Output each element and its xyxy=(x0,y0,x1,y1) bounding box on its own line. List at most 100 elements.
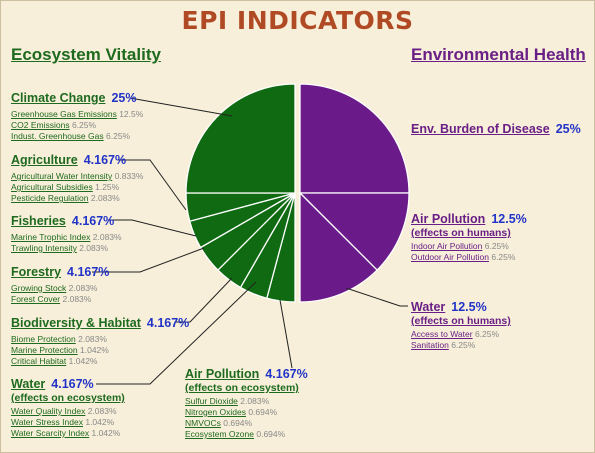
category-weight: 4.167% xyxy=(71,214,115,228)
indicator-link[interactable]: Marine Trophic Index xyxy=(11,232,91,242)
leader-line-forestry xyxy=(92,247,205,273)
indicator-link[interactable]: Water Stress Index xyxy=(11,417,83,427)
category-water-ecosystem: Water 4.167% (effects on ecosystem) Water… xyxy=(11,377,125,439)
category-weight: 4.167% xyxy=(83,153,127,167)
category-weight: 4.167% xyxy=(67,265,110,279)
category-name[interactable]: Env. Burden of Disease xyxy=(411,122,550,136)
indicator-weight: 6.25% xyxy=(106,131,131,141)
category-name[interactable]: Air Pollution xyxy=(411,212,486,226)
indicator-link[interactable]: NMVOCs xyxy=(185,418,221,428)
indicator-link[interactable]: Trawling Intensity xyxy=(11,243,77,253)
indicator-weight: 2.083% xyxy=(240,396,270,406)
pie-slice-water-effects-on-humans xyxy=(299,191,378,303)
ecosystem-vitality-heading: Ecosystem Vitality xyxy=(11,45,161,64)
indicator-weight: 6.25% xyxy=(474,329,500,339)
category-subheading: (effects on ecosystem) xyxy=(185,382,299,394)
indicator-link[interactable]: Ecosystem Ozone xyxy=(185,429,254,439)
indicator-link[interactable]: Greenhouse Gas Emissions xyxy=(11,109,117,119)
indicator-weight: 1.042% xyxy=(80,345,109,355)
indicator-weight: 1.042% xyxy=(91,428,121,438)
indicator-link[interactable]: Marine Protection xyxy=(11,345,78,355)
indicator-weight: 2.083% xyxy=(92,232,122,242)
pie-slice-env-burden-of-disease xyxy=(299,83,410,194)
category-name[interactable]: Air Pollution xyxy=(185,367,260,381)
category-name[interactable]: Agriculture xyxy=(11,153,78,167)
indicator-link[interactable]: Indoor Air Pollution xyxy=(411,241,483,251)
indicator-link[interactable]: Sulfur Dioxide xyxy=(185,396,238,406)
indicator-weight: 0.694% xyxy=(256,429,286,439)
category-weight: 4.167% xyxy=(51,377,94,391)
category-water-humans: Water 12.5% (effects on humans) Access to… xyxy=(411,300,511,351)
category-weight: 25% xyxy=(555,122,581,136)
indicator-weight: 1.25% xyxy=(95,182,120,192)
leader-line-biodiversity xyxy=(176,277,233,323)
indicator-weight: 0.694% xyxy=(223,418,253,428)
indicator-weight: 6.25% xyxy=(484,241,509,251)
indicator-link[interactable]: Agricultural Water Intensity xyxy=(11,171,113,181)
leader-line-climate-change xyxy=(129,97,233,117)
indicator-weight: 2.083% xyxy=(90,193,120,203)
category-climate-change: Climate Change 25% Greenhouse Gas Emissio… xyxy=(11,91,143,142)
category-name[interactable]: Water xyxy=(11,377,46,391)
category-name[interactable]: Climate Change xyxy=(11,91,106,105)
indicator-link[interactable]: Nitrogen Oxides xyxy=(185,407,246,417)
page-title: EPI INDICATORS xyxy=(181,6,414,35)
category-weight: 12.5% xyxy=(451,300,487,314)
category-name[interactable]: Water xyxy=(411,300,446,314)
indicator-link[interactable]: Outdoor Air Pollution xyxy=(411,252,489,262)
category-weight: 4.167% xyxy=(146,316,190,330)
category-weight: 12.5% xyxy=(491,212,527,226)
pie-slice-air-pollution-effects-on-humans xyxy=(298,192,410,271)
indicator-weight: 6.25% xyxy=(491,252,516,262)
category-name[interactable]: Fisheries xyxy=(11,214,66,228)
indicator-link[interactable]: Growing Stock xyxy=(11,283,67,293)
category-weight: 25% xyxy=(111,91,137,105)
indicator-weight: 1.042% xyxy=(85,417,115,427)
category-agriculture: Agriculture 4.167% Agricultural Water Int… xyxy=(11,153,143,204)
indicator-link[interactable]: CO2 Emissions xyxy=(11,120,70,130)
environmental-health-heading: Environmental Health xyxy=(411,45,586,64)
category-env-burden-of-disease: Env. Burden of Disease 25% xyxy=(411,122,581,137)
category-weight: 4.167% xyxy=(265,367,308,381)
category-air-pollution-humans: Air Pollution 12.5% (effects on humans) I… xyxy=(411,212,527,263)
indicator-weight: 2.083% xyxy=(68,283,98,293)
leader-line-water-ecosystem xyxy=(96,281,257,385)
leader-line-water-humans xyxy=(345,287,408,307)
category-fisheries: Fisheries 4.167% Marine Trophic Index 2.0… xyxy=(11,214,122,254)
indicator-link[interactable]: Access to Water xyxy=(411,329,473,339)
indicator-weight: 12.5% xyxy=(119,109,144,119)
indicator-link[interactable]: Water Quality Index xyxy=(11,406,86,416)
indicator-weight: 0.833% xyxy=(114,171,144,181)
indicator-weight: 6.25% xyxy=(451,340,476,350)
indicator-weight: 2.083% xyxy=(62,294,92,304)
category-air-pollution-ecosystem: Air Pollution 4.167% (effects on ecosyste… xyxy=(185,367,308,440)
pie-slices xyxy=(185,83,410,303)
indicator-weight: 2.083% xyxy=(79,243,109,253)
leader-line-air-ecosystem xyxy=(279,299,293,369)
indicator-link[interactable]: Sanitation xyxy=(411,340,449,350)
category-subheading: (effects on humans) xyxy=(411,315,511,327)
indicator-weight: 2.083% xyxy=(87,406,117,416)
indicator-link[interactable]: Water Scarcity Index xyxy=(11,428,90,438)
indicator-link[interactable]: Critical Habitat xyxy=(11,356,67,366)
indicator-link[interactable]: Pesticide Regulation xyxy=(11,193,89,203)
category-subheading: (effects on ecosystem) xyxy=(11,392,125,404)
indicator-weight: 6.25% xyxy=(71,120,97,130)
category-subheading: (effects on humans) xyxy=(411,227,511,239)
category-name[interactable]: Forestry xyxy=(11,265,62,279)
category-forestry: Forestry 4.167% Growing Stock 2.083% Fore… xyxy=(11,265,109,305)
category-biodiversity-habitat: Biodiversity & Habitat 4.167% Biome Prote… xyxy=(11,316,189,367)
pie-slice-climate-change xyxy=(185,83,296,194)
indicator-link[interactable]: Forest Cover xyxy=(11,294,61,304)
category-name[interactable]: Biodiversity & Habitat xyxy=(11,316,141,330)
leader-line-agriculture xyxy=(118,159,187,211)
indicator-link[interactable]: Biome Protection xyxy=(11,334,76,344)
indicator-link[interactable]: Agricultural Subsidies xyxy=(11,182,93,192)
indicator-link[interactable]: Indust. Greenhouse Gas xyxy=(11,131,104,141)
indicator-weight: 0.694% xyxy=(248,407,278,417)
leader-line-fisheries xyxy=(108,219,197,237)
indicator-weight: 1.042% xyxy=(68,356,98,366)
indicator-weight: 2.083% xyxy=(78,334,107,344)
